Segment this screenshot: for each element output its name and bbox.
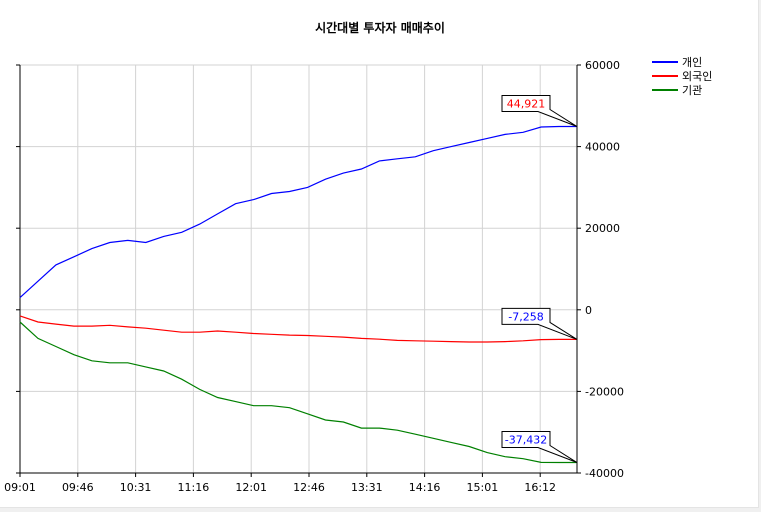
plot-area bbox=[19, 64, 578, 474]
series-layer bbox=[19, 125, 577, 464]
callout-box-0 bbox=[501, 95, 578, 127]
legend-label-1: 외국인 bbox=[682, 70, 712, 83]
legend-label-0: 개인 bbox=[682, 56, 702, 69]
x-tick-label: 14:16 bbox=[409, 481, 441, 494]
callout-box-1 bbox=[501, 307, 578, 340]
x-tick-label: 15:01 bbox=[467, 481, 499, 494]
callout-label-1: -7,258 bbox=[508, 310, 543, 323]
y-tick-label: 40000 bbox=[585, 141, 620, 154]
callout-box-2 bbox=[501, 431, 578, 463]
y-tick-label: 0 bbox=[585, 304, 592, 317]
x-tick-label: 11:16 bbox=[178, 481, 210, 494]
y-tick-label: 20000 bbox=[585, 222, 620, 235]
callout-label-2: -37,432 bbox=[505, 434, 547, 447]
y-tick-label: -40000 bbox=[585, 467, 624, 480]
chart-title: 시간대별 투자자 매매추이 bbox=[315, 20, 445, 35]
callout-layer: 44,921 -7,258 -37,432 bbox=[501, 95, 578, 463]
x-tick-label: 12:46 bbox=[293, 481, 325, 494]
grid-layer bbox=[19, 64, 578, 474]
y-tick-label: -20000 bbox=[585, 385, 624, 398]
x-tick-label: 09:46 bbox=[62, 481, 94, 494]
y-tick-label: 60000 bbox=[585, 59, 620, 72]
x-tick-label: 13:31 bbox=[351, 481, 383, 494]
x-tick-label: 16:12 bbox=[524, 481, 556, 494]
x-tick-label: 10:31 bbox=[120, 481, 152, 494]
series-line-1 bbox=[19, 315, 577, 343]
axis-layer: 60000 40000 20000 0 -20000 -40000 09:01 09:46 10… bbox=[4, 59, 624, 494]
legend-label-2: 기관 bbox=[682, 84, 702, 97]
callout-label-0: 44,921 bbox=[507, 98, 546, 111]
series-line-2 bbox=[19, 321, 577, 464]
x-tick-label: 09:01 bbox=[4, 481, 36, 494]
x-tick-label: 12:01 bbox=[235, 481, 267, 494]
series-line-0 bbox=[19, 125, 577, 299]
